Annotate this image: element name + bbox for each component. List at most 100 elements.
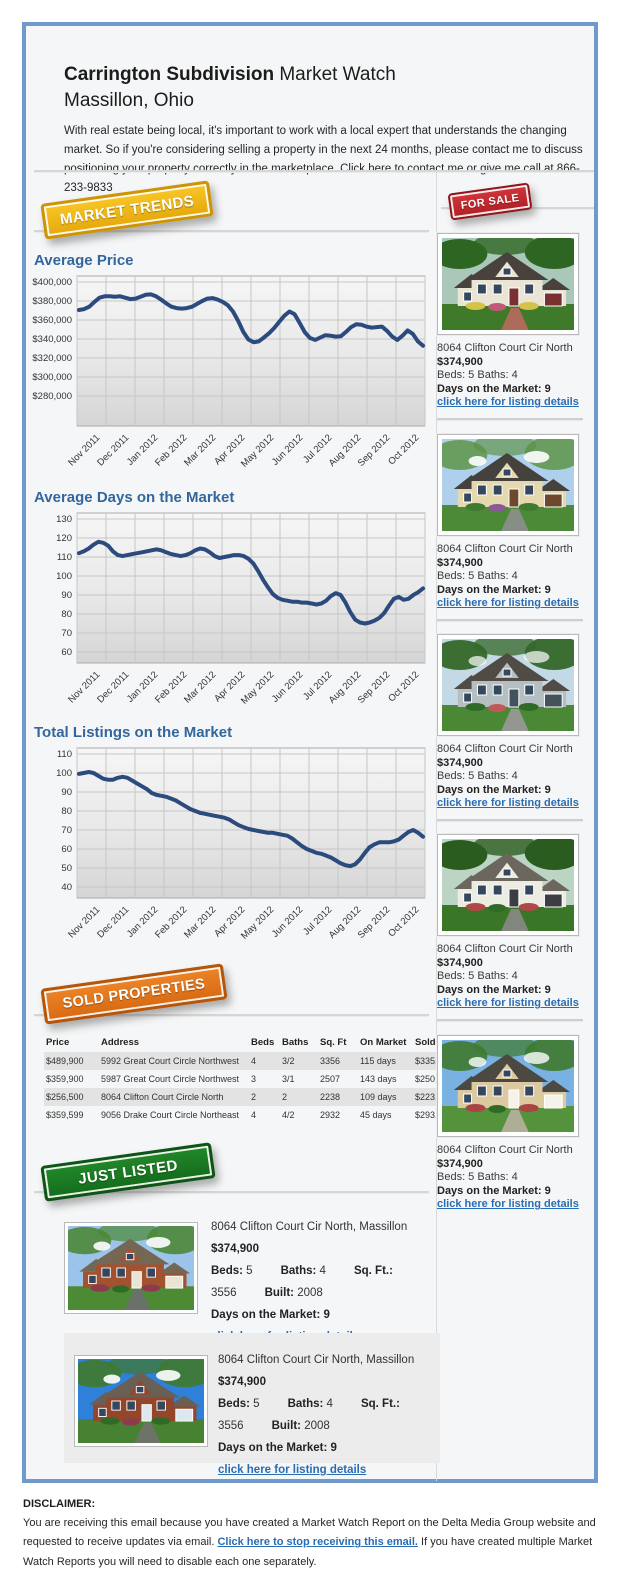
listing-days: Days on the Market: 9 xyxy=(437,983,551,996)
sold-divider xyxy=(34,1014,429,1016)
built-value: 2008 xyxy=(297,1287,323,1299)
listing-price: $374,900 xyxy=(437,956,483,969)
sqft-label: Sq. Ft.: xyxy=(353,1265,393,1277)
title-rest: Market Watch xyxy=(274,64,396,85)
market-trends-ribbon-label: MARKET TRENDS xyxy=(58,192,196,228)
disclaimer-before: You are receiving this email because you… xyxy=(23,1517,596,1549)
listing-days: Days on the Market: 9 xyxy=(437,583,551,596)
svg-text:60: 60 xyxy=(61,647,72,658)
svg-text:$320,000: $320,000 xyxy=(32,353,72,364)
cell-beds: 4 xyxy=(251,1056,257,1066)
listing-details-link[interactable]: click here for listing details xyxy=(437,997,579,1009)
cell-sqft: 2238 xyxy=(320,1092,341,1102)
listing-days: Days on the Market: 9 xyxy=(218,1442,337,1454)
listing-details-link[interactable]: click here for listing details xyxy=(437,1198,579,1210)
cell-address: 8064 Clifton Court Circle North xyxy=(101,1092,224,1102)
svg-text:$280,000: $280,000 xyxy=(32,391,72,402)
listing-price: $374,900 xyxy=(211,1243,259,1255)
just-listed-item: 8064 Clifton Court Cir North, Massillon … xyxy=(64,1333,440,1476)
cell-address: 5992 Great Court Circle Northwest xyxy=(101,1056,240,1066)
page-title: Carrington Subdivision Market Watch Mass… xyxy=(64,62,396,114)
listing-price: $374,900 xyxy=(437,756,483,769)
built-label: Built: xyxy=(264,1287,294,1299)
listing-address: 8064 Clifton Court Cir North xyxy=(437,543,573,555)
col-address: Address xyxy=(101,1037,140,1048)
property-photo[interactable] xyxy=(437,834,579,936)
just-listed-text: 8064 Clifton Court Cir North, Massillon … xyxy=(211,1216,440,1348)
page-subtitle: Massillon, Ohio xyxy=(64,90,194,111)
listing-price: $374,900 xyxy=(437,556,483,569)
listing-address: 8064 Clifton Court Cir North xyxy=(437,943,573,955)
listing-details-link[interactable]: click here for listing details xyxy=(437,396,579,408)
property-card: 8064 Clifton Court Cir North $374,900 Be… xyxy=(437,634,585,821)
cell-beds: 4 xyxy=(251,1110,257,1120)
sqft-value: 3556 xyxy=(218,1420,244,1432)
just-listed-ribbon-label: JUST LISTED xyxy=(77,1156,179,1188)
table-row: $489,900 5992 Great Court Circle Northwes… xyxy=(44,1052,468,1070)
svg-text:110: 110 xyxy=(57,749,72,760)
cell-baths: 2 xyxy=(282,1092,288,1102)
header-divider xyxy=(34,170,594,172)
property-photo[interactable] xyxy=(437,434,579,536)
svg-text:Mar 2012: Mar 2012 xyxy=(182,669,218,705)
property-photo[interactable] xyxy=(74,1355,208,1447)
svg-text:Jun 2012: Jun 2012 xyxy=(270,669,305,704)
avg-days-heading: Average Days on the Market xyxy=(34,489,235,506)
listing-beds-baths: Beds: 5 Baths: 4 xyxy=(437,1171,518,1183)
property-photo[interactable] xyxy=(437,634,579,736)
cell-soldprice: $250,700 xyxy=(415,1074,453,1084)
listing-details-link[interactable]: click here for listing details xyxy=(437,597,579,609)
disclaimer-text: You are receiving this email because you… xyxy=(23,1514,597,1572)
table-row: $359,599 9056 Drake Court Circle Northeas… xyxy=(44,1106,468,1124)
just-listed-item: 8064 Clifton Court Cir North, Massillon … xyxy=(64,1220,440,1343)
listing-days: Days on the Market: 9 xyxy=(437,382,551,395)
beds-label: Beds: xyxy=(218,1398,250,1410)
cell-price: $256,500 xyxy=(46,1092,84,1102)
svg-text:Oct 2012: Oct 2012 xyxy=(386,904,421,939)
column-divider xyxy=(436,172,437,1481)
listing-beds-baths: Beds: 5 Baths: 4 xyxy=(437,970,518,982)
sqft-label: Sq. Ft.: xyxy=(360,1398,400,1410)
card-divider xyxy=(437,417,583,420)
cell-address: 9056 Drake Court Circle Northeast xyxy=(101,1110,240,1120)
listing-price: $374,900 xyxy=(437,355,483,368)
listing-details-link[interactable]: click here for listing details xyxy=(437,797,579,809)
listing-address: 8064 Clifton Court Cir North, Massillon xyxy=(211,1221,408,1233)
svg-text:100: 100 xyxy=(56,768,72,779)
col-baths: Baths xyxy=(282,1037,309,1048)
disclaimer-after: If you have created multiple Market Watc… xyxy=(23,1536,593,1568)
disclaimer-heading: DISCLAIMER: xyxy=(23,1498,96,1510)
baths-label: Baths: xyxy=(280,1265,317,1277)
svg-text:Jun 2012: Jun 2012 xyxy=(270,432,305,467)
listing-beds-baths: Beds: 5 Baths: 4 xyxy=(437,570,518,582)
svg-text:90: 90 xyxy=(61,787,72,798)
svg-text:70: 70 xyxy=(61,825,72,836)
cell-baths: 3/2 xyxy=(282,1056,295,1066)
cell-baths: 4/2 xyxy=(282,1110,295,1120)
svg-text:Mar 2012: Mar 2012 xyxy=(182,432,218,468)
baths-label: Baths: xyxy=(287,1398,324,1410)
col-sqft: Sq. Ft xyxy=(320,1037,347,1048)
card-divider xyxy=(437,618,583,621)
svg-text:$400,000: $400,000 xyxy=(32,277,72,288)
cell-soldprice: $293,200 xyxy=(415,1110,453,1120)
listing-details-link[interactable]: click here for listing details xyxy=(218,1464,367,1476)
property-photo[interactable] xyxy=(437,1035,579,1137)
svg-text:40: 40 xyxy=(61,882,72,893)
just-listed-text: 8064 Clifton Court Cir North, Massillon … xyxy=(218,1349,440,1481)
cell-baths: 3/1 xyxy=(282,1074,295,1084)
svg-text:$340,000: $340,000 xyxy=(32,334,72,345)
cell-sqft: 2507 xyxy=(320,1074,341,1084)
svg-text:$380,000: $380,000 xyxy=(32,296,72,307)
unsubscribe-link[interactable]: Click here to stop receiving this email. xyxy=(217,1536,418,1549)
listing-beds-baths: Beds: 5 Baths: 4 xyxy=(437,369,518,381)
average-price-chart: $400,000 $380,000 $360,000 $340,000 $320,000… xyxy=(32,275,426,470)
just-listed-divider xyxy=(34,1191,429,1193)
property-photo[interactable] xyxy=(64,1222,198,1314)
svg-text:$360,000: $360,000 xyxy=(32,315,72,326)
property-photo[interactable] xyxy=(437,233,579,335)
listing-days: Days on the Market: 9 xyxy=(211,1309,330,1321)
